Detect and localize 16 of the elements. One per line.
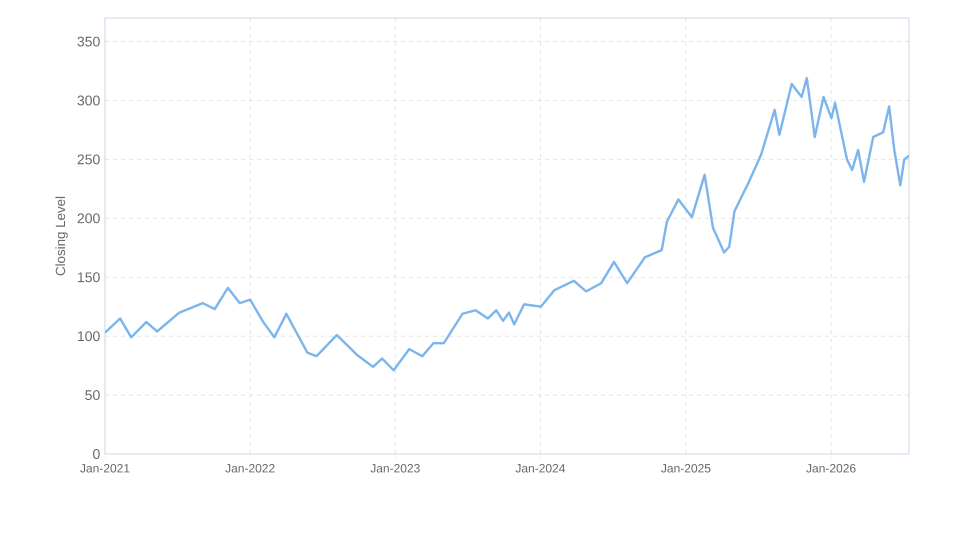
line-series bbox=[105, 76, 910, 372]
y-axis-title: Closing Level bbox=[55, 196, 68, 276]
y-tick-label: 0 bbox=[93, 449, 100, 459]
y-tick-label: 50 bbox=[85, 390, 100, 400]
y-tick-label: 300 bbox=[77, 96, 100, 106]
y-tick-label: 350 bbox=[77, 36, 100, 47]
x-tick-label: Jan-2024 bbox=[516, 464, 566, 473]
x-tick-label: Jan-2021 bbox=[80, 464, 130, 473]
y-tick-label: 250 bbox=[78, 154, 100, 164]
y-tick-label: 150 bbox=[78, 272, 100, 282]
y-tick-label: 100 bbox=[78, 331, 100, 342]
y-tick-label: 200 bbox=[78, 213, 100, 224]
x-tick-label: Jan-2022 bbox=[225, 464, 275, 473]
x-tick-label: Jan-2023 bbox=[370, 464, 420, 473]
x-tick-label: Jan-2026 bbox=[806, 464, 856, 473]
x-tick-label: Jan-2025 bbox=[661, 464, 710, 473]
